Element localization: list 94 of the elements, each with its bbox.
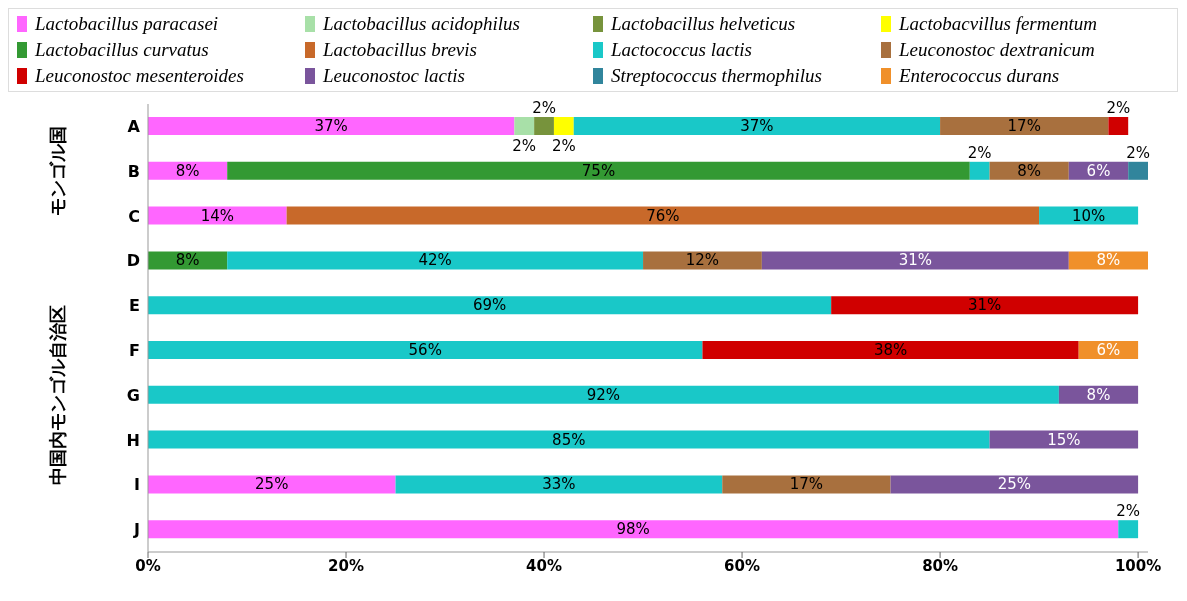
- bar: [989, 430, 1139, 449]
- bar: [148, 520, 1119, 539]
- data-label: 2%: [1116, 502, 1141, 521]
- y-tick-label: G: [126, 385, 140, 405]
- y-tick-label: D: [126, 251, 140, 271]
- legend-label: Enterococcus durans: [899, 64, 1060, 88]
- x-tick-label: 80%: [922, 556, 959, 575]
- legend-label: Lactobacvillus fermentum: [899, 12, 1097, 36]
- data-label: 17%: [789, 475, 824, 494]
- y-tick-label: H: [126, 430, 140, 450]
- legend-label: Lactobacillus brevis: [323, 38, 477, 62]
- bar: [286, 206, 1040, 225]
- bar: [514, 117, 535, 135]
- bar: [1118, 520, 1139, 539]
- y-tick-label: I: [134, 475, 140, 495]
- bar: [1128, 161, 1148, 180]
- data-label: 2%: [532, 99, 556, 117]
- bar: [1108, 117, 1129, 135]
- bar: [940, 117, 1109, 135]
- bar: [227, 251, 644, 270]
- data-label: 8%: [175, 251, 200, 270]
- bar: [831, 296, 1139, 315]
- legend-label: Streptococcus thermophilus: [611, 64, 822, 88]
- bar: [148, 117, 515, 135]
- data-label: 85%: [552, 430, 586, 449]
- data-label: 69%: [472, 296, 507, 315]
- data-label: 10%: [1071, 206, 1106, 225]
- bar: [553, 117, 574, 135]
- bar: [148, 430, 990, 449]
- data-label: 8%: [1086, 385, 1111, 404]
- data-label: 75%: [581, 161, 616, 180]
- y-tick-label: J: [133, 520, 140, 540]
- data-label: 76%: [646, 206, 680, 225]
- text: 中国内モンゴル自治区: [46, 305, 69, 486]
- legend-label: Lactobacillus acidophilus: [323, 12, 520, 36]
- text: モンゴル国: [46, 126, 69, 217]
- bar: [148, 341, 703, 359]
- data-label: 14%: [200, 206, 234, 225]
- bar: [643, 251, 762, 270]
- x-tick-label: 60%: [724, 556, 761, 575]
- x-tick-label: 100%: [1114, 556, 1162, 575]
- bar: [148, 206, 287, 225]
- data-label: 2%: [551, 137, 576, 155]
- x-tick-label: 20%: [328, 556, 364, 575]
- y-tick-label: E: [129, 296, 140, 316]
- bar: [534, 117, 554, 135]
- legend-label: Leuconostoc mesenteroides: [35, 64, 244, 88]
- y-tick-label: A: [127, 117, 141, 137]
- legend-label: Lactococcus lactis: [611, 38, 752, 62]
- bar: [395, 475, 723, 494]
- data-label: 15%: [1047, 430, 1081, 449]
- data-label: 2%: [967, 143, 992, 162]
- data-label: 2%: [1126, 143, 1150, 162]
- bar: [148, 475, 396, 494]
- data-label: 25%: [255, 475, 289, 494]
- data-label: 98%: [616, 520, 650, 539]
- data-label: 31%: [898, 251, 932, 270]
- data-label: 12%: [685, 251, 720, 270]
- data-label: 37%: [740, 117, 774, 135]
- bar: [148, 385, 1059, 404]
- bar: [148, 296, 832, 315]
- bar: [722, 475, 891, 494]
- bar: [969, 161, 990, 180]
- data-label: 6%: [1086, 161, 1111, 180]
- data-label: 6%: [1096, 341, 1121, 359]
- data-label: 31%: [967, 296, 1002, 315]
- legend-label: Lactobacillus paracasei: [35, 12, 219, 36]
- data-label: 92%: [586, 385, 621, 404]
- y-tick-label: B: [127, 161, 140, 181]
- data-label: 38%: [873, 341, 908, 359]
- bar: [890, 475, 1139, 494]
- y-tick-label: C: [128, 206, 140, 226]
- x-tick-label: 40%: [526, 556, 562, 575]
- data-label: 25%: [997, 475, 1032, 494]
- bar: [761, 251, 1069, 270]
- data-label: 8%: [1096, 251, 1121, 270]
- data-label: 42%: [418, 251, 452, 270]
- legend-label: Lactobacillus curvatus: [35, 38, 209, 62]
- bar: [702, 341, 1079, 359]
- y-tick-label: F: [129, 341, 140, 361]
- bar: [573, 117, 941, 135]
- legend-label: Leuconostoc dextranicum: [899, 38, 1095, 62]
- data-label: 37%: [314, 117, 348, 135]
- data-label: 2%: [512, 137, 537, 155]
- data-label: 17%: [1007, 117, 1041, 135]
- legend-label: Lactobacillus helveticus: [611, 12, 796, 36]
- x-tick-label: 0%: [135, 556, 161, 575]
- data-label: 8%: [175, 161, 200, 180]
- data-label: 56%: [408, 341, 442, 359]
- legend-label: Leuconostoc lactis: [323, 64, 465, 88]
- data-label: 33%: [542, 475, 576, 494]
- data-label: 8%: [1017, 161, 1042, 180]
- data-label: 2%: [1106, 99, 1131, 117]
- bar: [227, 161, 970, 180]
